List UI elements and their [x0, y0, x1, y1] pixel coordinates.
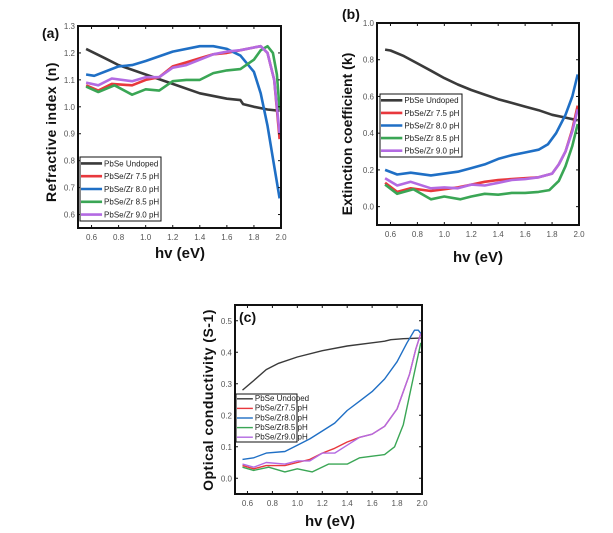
x-tick-label: 1.2: [466, 230, 478, 239]
y-tick-label: 0.0: [363, 203, 375, 212]
series-line-2: [384, 74, 579, 177]
x-tick-label: 1.4: [342, 499, 354, 508]
legend-label: PbSe Undoped: [255, 394, 309, 403]
legend-label: PbSe/Zr 9.0 pH: [104, 210, 159, 219]
legend-label: PbSe/Zr 8.0 pH: [104, 185, 159, 194]
y-tick-label: 0.7: [64, 184, 76, 193]
x-tick-label: 2.0: [275, 233, 287, 242]
y-tick-label: 0.4: [363, 129, 375, 138]
panel-a: 0.6 0.8 1.0 1.2 1.4 1.6 1.8 2.0 0.6 0.7 0.8 0.9 1.0 1…: [42, 22, 287, 262]
x-tick-label: 1.8: [248, 233, 260, 242]
y-tick-label: 0.2: [363, 166, 375, 175]
x-tick-label: 1.6: [520, 230, 532, 239]
y-tick-label: 1.3: [64, 22, 76, 31]
y-tick-label: 0.4: [221, 348, 233, 357]
series-line-3: [85, 44, 281, 110]
panel-label: (a): [42, 25, 59, 41]
panel-label: (b): [342, 6, 360, 22]
x-axis-label: hv (eV): [453, 249, 503, 266]
legend-box: [379, 93, 463, 158]
x-axis-label: hv (eV): [305, 513, 355, 530]
legend: PbSe Undoped PbSe/Zr 7.5 pH PbSe/Zr 8.0 pH…: [79, 156, 162, 222]
y-tick-label: 0.6: [363, 92, 375, 101]
x-tick-label: 0.6: [86, 233, 98, 242]
legend-label: PbSe/Zr 7.5 pH: [404, 109, 459, 118]
y-tick-label: 0.8: [363, 56, 375, 65]
legend-label: PbSe/Zr8.5 pH: [255, 423, 308, 432]
legend-label: PbSe Undoped: [104, 159, 158, 168]
x-tick-label: 0.8: [113, 233, 125, 242]
series-line-4: [384, 108, 579, 190]
y-tick-label: 0.1: [221, 443, 233, 452]
series-line-2: [85, 44, 281, 199]
panel-c: 0.6 0.8 1.0 1.2 1.4 1.6 1.8 2.0 0.0 0.1 0.2 0.3 0.4 0…: [200, 304, 428, 530]
legend-label: PbSe/Zr8.0 pH: [255, 413, 308, 422]
y-tick-label: 0.3: [221, 380, 233, 389]
x-tick-label: 1.2: [167, 233, 179, 242]
y-tick-label: 1.0: [363, 19, 375, 28]
x-tick-label: 1.6: [221, 233, 233, 242]
x-tick-label: 1.0: [140, 233, 152, 242]
legend-label: PbSe Undoped: [404, 96, 458, 105]
y-tick-label: 0.6: [64, 211, 76, 220]
plot-frame: [77, 25, 282, 229]
series-line-0: [85, 47, 280, 113]
x-tick-label: 1.8: [392, 499, 404, 508]
y-tick-label: 1.2: [64, 49, 76, 58]
y-tick-label: 0.0: [221, 474, 233, 483]
series-line-4: [242, 333, 422, 468]
x-tick-label: 0.8: [412, 230, 424, 239]
legend: PbSe Undoped PbSe/Zr 7.5 pH PbSe/Zr 8.0 pH…: [379, 93, 463, 158]
series-line-3: [384, 123, 579, 201]
x-tick-label: 1.2: [317, 499, 329, 508]
y-tick-label: 0.2: [221, 411, 233, 420]
x-tick-label: 1.4: [493, 230, 505, 239]
y-tick-label: 1.1: [64, 76, 76, 85]
series-line-2: [242, 329, 422, 461]
y-tick-label: 0.8: [64, 157, 76, 166]
y-tick-label: 1.0: [64, 103, 76, 112]
legend-label: PbSe/Zr7.5 pH: [255, 404, 308, 413]
series-line-0: [242, 337, 421, 391]
legend-label: PbSe/Zr 8.5 pH: [404, 134, 459, 143]
legend-label: PbSe/Zr 9.0 pH: [404, 147, 459, 156]
plot-frame: [376, 22, 580, 226]
series-line-1: [85, 44, 281, 140]
x-tick-label: 1.0: [439, 230, 451, 239]
panel-label: (c): [239, 309, 256, 325]
legend-label: PbSe/Zr9.0 pH: [255, 433, 308, 442]
series-line-0: [384, 48, 578, 122]
y-tick-label: 0.5: [221, 317, 233, 326]
x-tick-label: 1.4: [194, 233, 206, 242]
x-tick-label: 1.8: [547, 230, 559, 239]
x-tick-label: 0.6: [385, 230, 397, 239]
legend-label: PbSe/Zr 8.0 pH: [404, 121, 459, 130]
x-tick-label: 1.6: [367, 499, 379, 508]
x-tick-label: 0.8: [267, 499, 279, 508]
y-tick-label: 0.9: [64, 130, 76, 139]
plot-frame: [234, 304, 423, 495]
legend-label: PbSe/Zr 7.5 pH: [104, 172, 159, 181]
x-axis-label: hv (eV): [155, 245, 205, 262]
series-line-3: [242, 342, 422, 473]
y-axis-label: Extinction coefficient (k): [339, 53, 355, 216]
y-axis-label: Optical conductivity (S-1): [200, 309, 216, 491]
x-tick-label: 1.0: [292, 499, 304, 508]
y-axis-label: Refractive index (n): [43, 62, 59, 202]
panel-b: 0.6 0.8 1.0 1.2 1.4 1.6 1.8 2.0 0.0 0.2 0.4 0.6 0.8 1…: [339, 6, 585, 266]
legend-label: PbSe/Zr 8.5 pH: [104, 198, 159, 207]
x-tick-label: 2.0: [573, 230, 585, 239]
x-tick-label: 0.6: [242, 499, 254, 508]
series-line-4: [85, 44, 281, 134]
x-tick-label: 2.0: [416, 499, 428, 508]
